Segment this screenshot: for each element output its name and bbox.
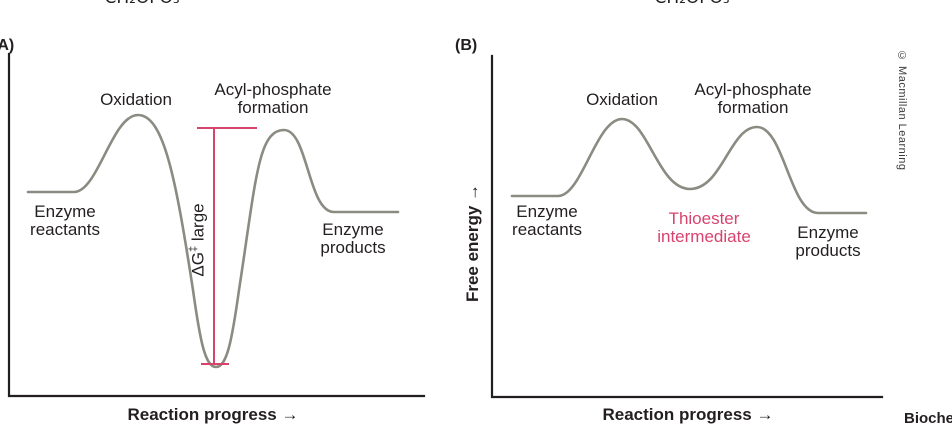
delta-g-base: ΔG: [188, 252, 208, 277]
panel-a-reactants-line1: Enzyme: [34, 202, 96, 221]
panel-b-acyl-line1: Acyl-phosphate: [694, 80, 812, 99]
panel-b-thioester-label: Thioester intermediate: [657, 210, 751, 246]
panel-b-energy-curve: [510, 117, 868, 215]
panel-a-reactants-label: Enzyme reactants: [30, 203, 100, 239]
panel-a-products-line2: products: [320, 238, 386, 257]
delta-g-sup: ‡: [187, 245, 200, 253]
formula-a-label: CH₂OPO₃²⁻: [104, 0, 195, 7]
panel-b-acyl-line2: formation: [717, 98, 789, 117]
panel-a-energy-curve: [26, 113, 400, 369]
panel-b-products-label: Enzyme products: [795, 224, 860, 260]
panel-a-x-axis-label: Reaction progress →: [127, 405, 299, 424]
panel-b-thioester-line1: Thioester: [668, 209, 740, 228]
panel-b-products-line2: products: [795, 241, 861, 260]
macmillan-copyright: © Macmillan Learning: [896, 50, 908, 171]
formula-b-label: CH₂OPO₃²⁻: [654, 0, 745, 7]
panel-a-acyl-line2: formation: [237, 98, 309, 117]
delta-g-rest: large: [188, 203, 208, 246]
panel-a-acyl-phosphate-label: Acyl-phosphate formation: [214, 81, 331, 117]
panel-a-axes: [7, 52, 426, 398]
panel-a-products-label: Enzyme products: [320, 221, 385, 257]
panel-b-reactants-line2: reactants: [512, 220, 582, 239]
panel-b-letter: (B): [455, 37, 478, 54]
panel-b-oxidation-label: Oxidation: [586, 90, 658, 109]
delta-g-label: ΔG‡ large: [185, 203, 208, 276]
panel-b-reactants-line1: Enzyme: [516, 202, 578, 221]
panel-b-x-axis-label: Reaction progress →: [602, 405, 774, 424]
panel-b-products-line1: Enzyme: [797, 223, 859, 242]
panel-b-acyl-phosphate-label: Acyl-phosphate formation: [694, 81, 811, 117]
caption-fragment: Bioche: [904, 410, 952, 427]
panel-a-letter: (A): [0, 37, 15, 54]
panel-b-thioester-line2: intermediate: [657, 227, 751, 246]
panel-a-products-line1: Enzyme: [322, 220, 384, 239]
panel-b-y-axis-label: Free energy →: [463, 183, 482, 303]
panel-a-reactants-line2: reactants: [30, 220, 100, 239]
panel-b-reactants-label: Enzyme reactants: [512, 203, 582, 239]
panel-b-axes: [490, 54, 884, 399]
panel-a-oxidation-label: Oxidation: [100, 90, 172, 109]
panel-a-acyl-line1: Acyl-phosphate: [214, 80, 332, 99]
